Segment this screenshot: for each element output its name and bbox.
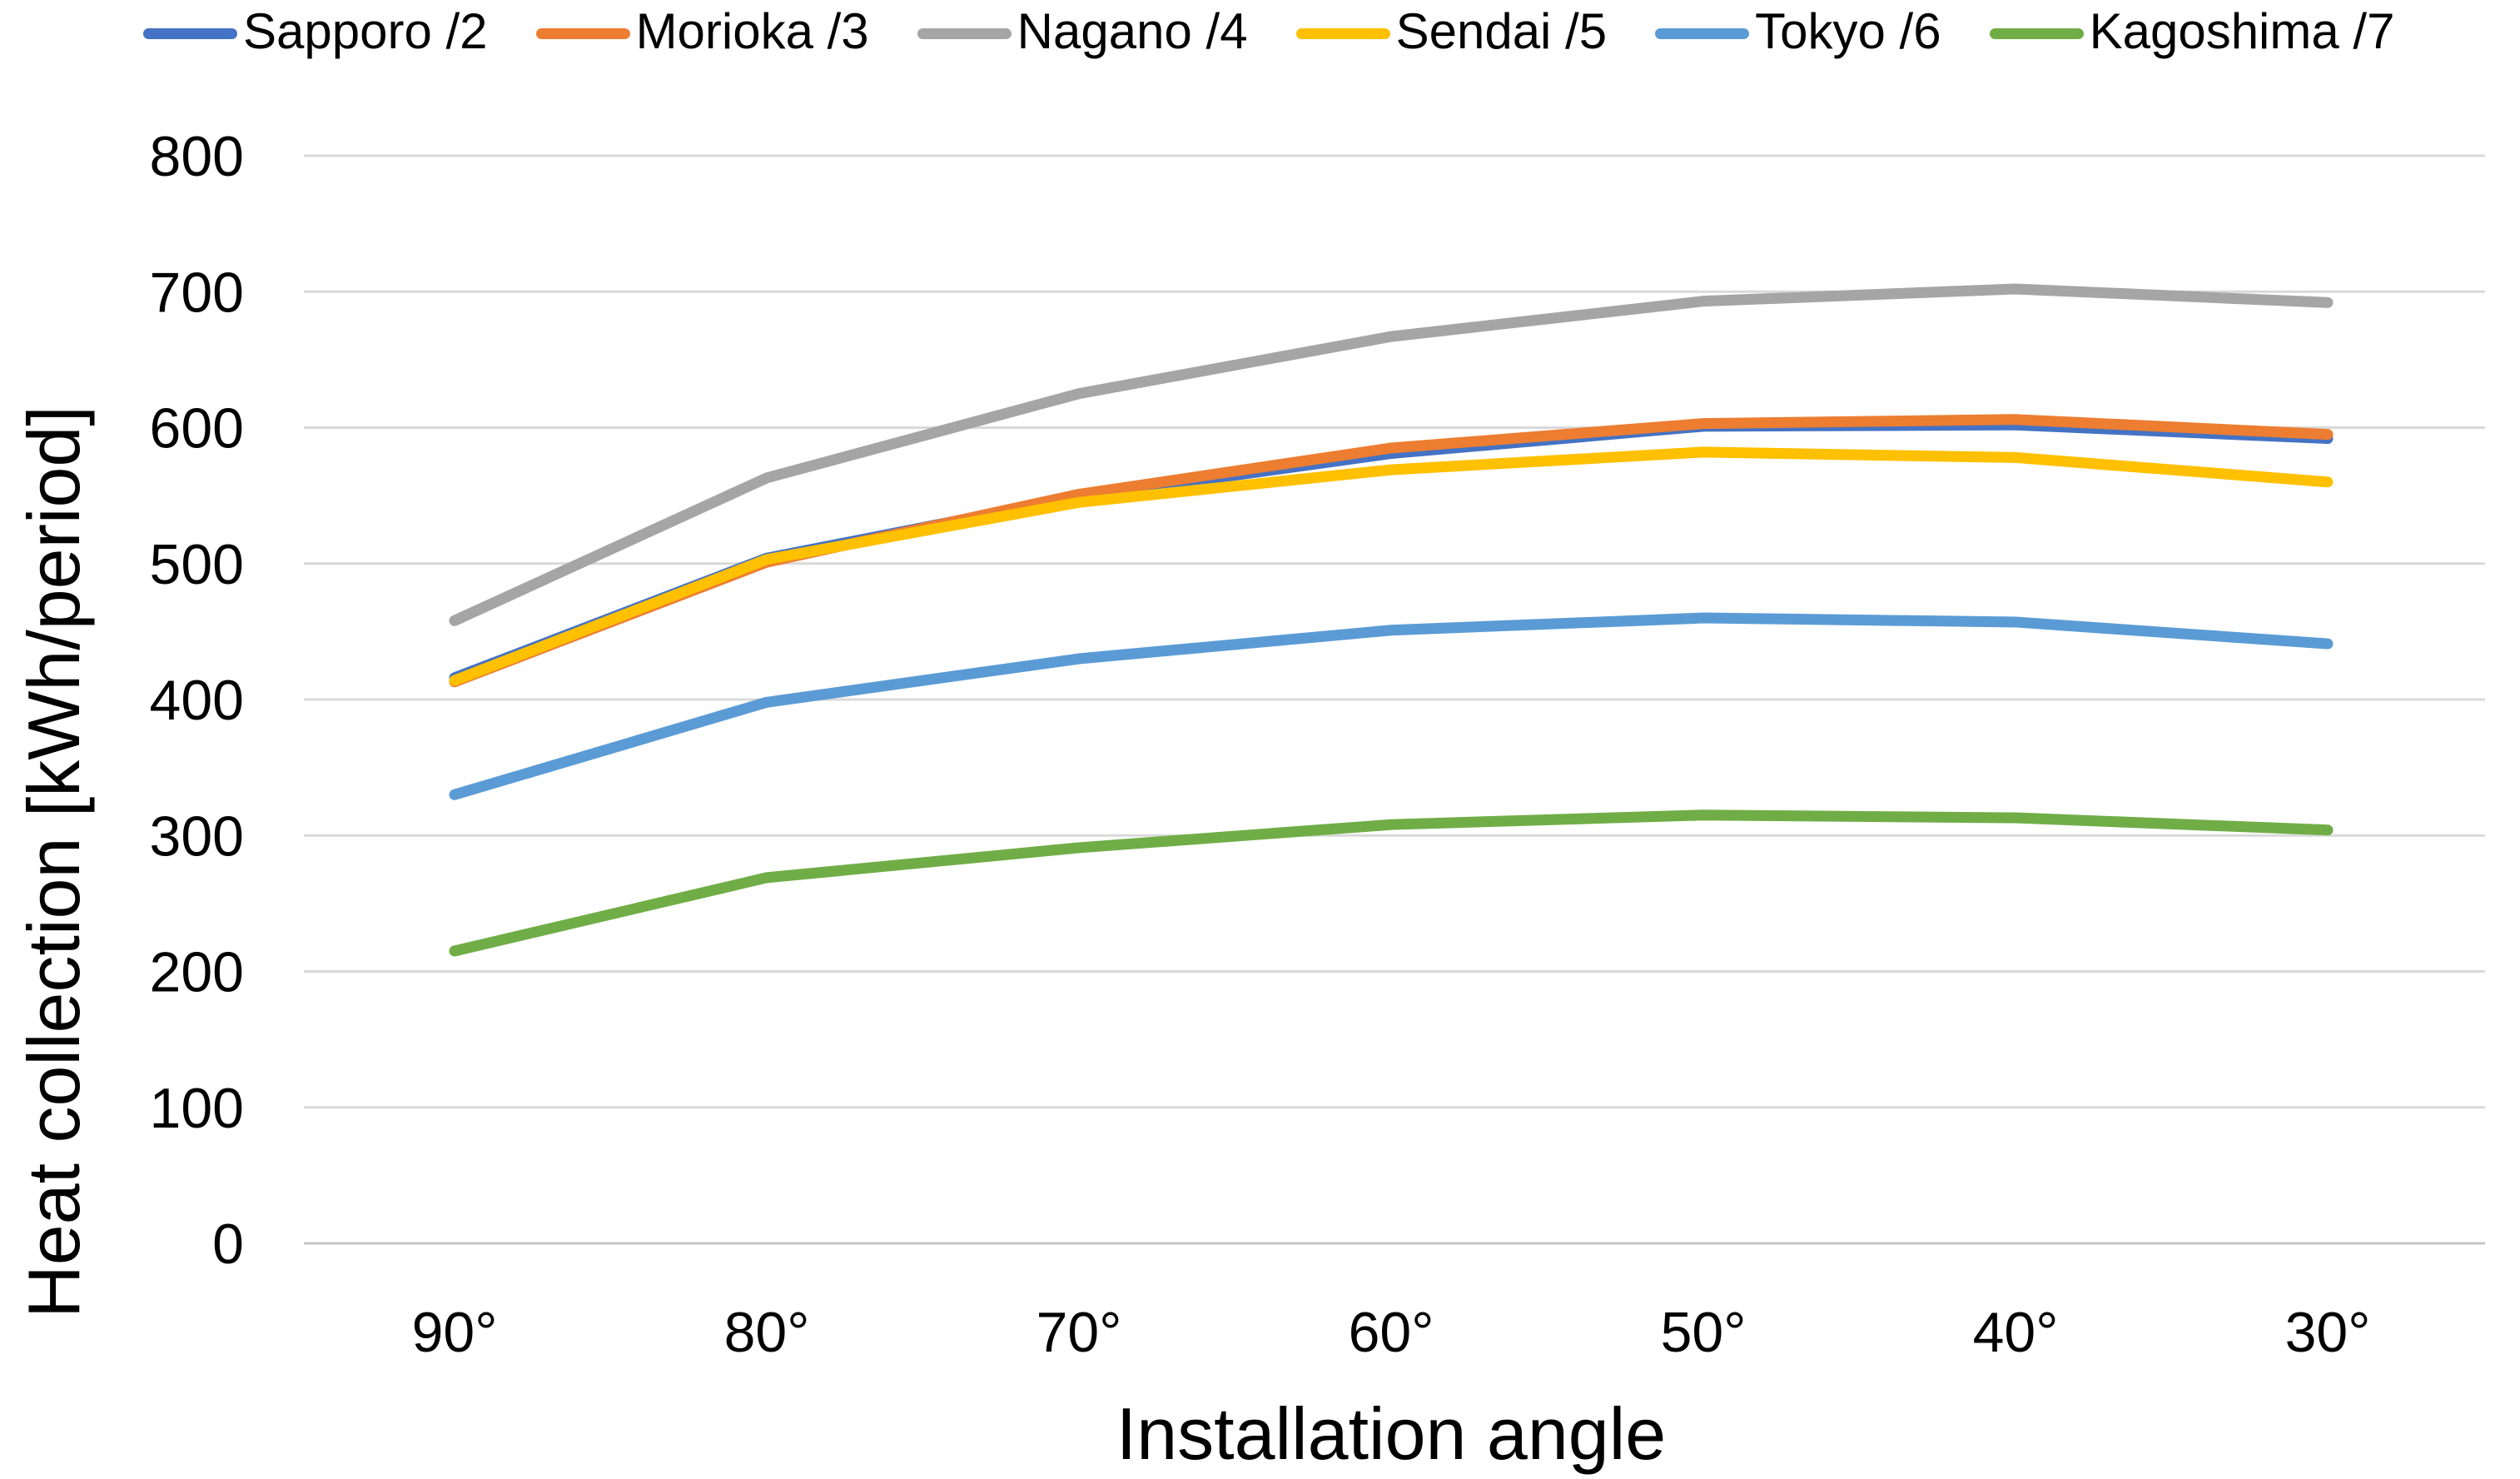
x-tick-label: 60°: [1349, 1301, 1434, 1364]
legend-swatch: [535, 27, 630, 39]
x-axis-title: Installation angle: [1116, 1392, 1666, 1475]
x-tick-label: 50°: [1661, 1301, 1747, 1364]
legend-label: Sendai /5: [1395, 3, 1608, 59]
gridlines: [304, 154, 2485, 1245]
series-lines: [449, 283, 2334, 957]
legend-item: Morioka /3: [535, 3, 869, 60]
series-line-kagoshima-7: [449, 809, 2334, 957]
y-tick-label: 100: [150, 1077, 244, 1140]
y-tick-label: 0: [212, 1213, 244, 1276]
series-line-tokyo-6: [449, 612, 2334, 800]
x-tick-label: 70°: [1036, 1301, 1122, 1364]
legend-label: Tokyo /6: [1755, 3, 1941, 59]
series-line-nagano-4: [449, 283, 2334, 626]
legend-swatch: [143, 27, 237, 39]
x-tick-label: 40°: [1973, 1301, 2059, 1364]
x-tick-label: 80°: [724, 1301, 810, 1364]
legend-item: Nagano /4: [917, 7, 1248, 60]
y-axis-tick-labels: 0 100 200 300 400 500 600 700 800: [150, 125, 244, 1276]
legend-item: Kagoshima /7: [1989, 3, 2395, 60]
y-tick-label: 700: [150, 261, 244, 324]
legend-label: Morioka /3: [635, 3, 869, 59]
legend-swatch: [1295, 27, 1390, 39]
x-tick-label: 90°: [412, 1301, 498, 1364]
legend-swatch: [1655, 27, 1750, 39]
legend-swatch: [1989, 27, 2084, 39]
chart-legend: Sapporo /2 Morioka /3 Nagano /4 Sendai /5 To…: [143, 3, 2394, 63]
legend-item: Tokyo /6: [1655, 7, 1941, 60]
legend-label: Nagano /4: [1016, 3, 1248, 59]
x-tick-label: 30°: [2285, 1301, 2371, 1364]
legend-swatch: [917, 27, 1011, 39]
series-line-sendai-5: [449, 446, 2334, 686]
y-tick-label: 400: [150, 669, 244, 732]
y-tick-label: 800: [150, 125, 244, 188]
y-tick-label: 600: [150, 397, 244, 461]
y-tick-label: 200: [150, 941, 244, 1004]
legend-item: Sapporo /2: [143, 7, 488, 60]
y-tick-label: 300: [150, 804, 244, 868]
y-axis-title: Heat collection [kWh/period]: [12, 406, 95, 1318]
legend-item: Sendai /5: [1295, 3, 1608, 60]
x-axis-tick-labels: 90° 80° 70° 60° 50° 40° 30°: [412, 1301, 2371, 1364]
legend-label: Kagoshima /7: [2089, 3, 2395, 59]
legend-label: Sapporo /2: [243, 3, 488, 59]
y-tick-label: 500: [150, 533, 244, 596]
